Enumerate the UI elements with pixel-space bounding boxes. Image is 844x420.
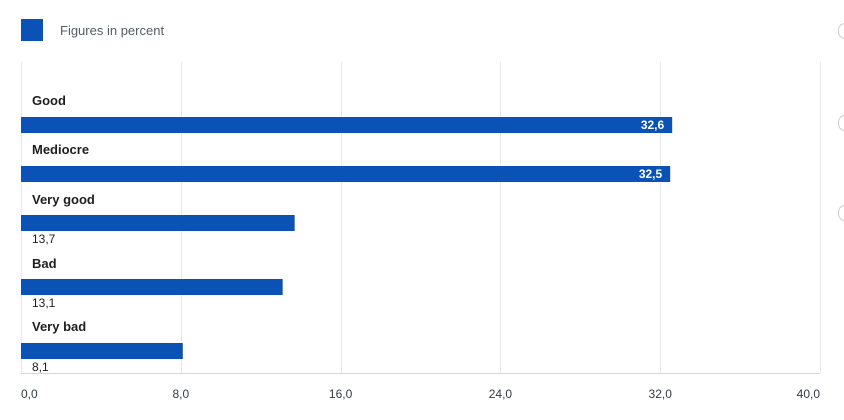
x-tick-label: 16,0 — [329, 387, 353, 401]
bar — [21, 215, 295, 231]
data-label: 8,1 — [32, 360, 49, 374]
x-tick-label: 8,0 — [172, 387, 189, 401]
bar — [21, 343, 183, 359]
legend-swatch — [21, 19, 43, 41]
x-tick-label: 0,0 — [21, 387, 38, 401]
side-tab-marker — [838, 115, 844, 131]
legend-label: Figures in percent — [60, 22, 165, 38]
x-tick-label: 24,0 — [489, 387, 513, 401]
bar — [21, 279, 283, 295]
category-label: Very bad — [32, 319, 86, 334]
x-tick-label: 32,0 — [649, 387, 673, 401]
data-label: 13,7 — [32, 232, 56, 246]
category-label: Bad — [32, 256, 57, 271]
x-tick-label: 40,0 — [797, 387, 821, 401]
side-tab-marker — [838, 205, 844, 221]
category-label: Very good — [32, 192, 95, 207]
data-label: 13,1 — [32, 296, 56, 310]
bar — [21, 117, 673, 133]
data-label: 32,6 — [641, 118, 665, 132]
side-tab-marker — [838, 23, 844, 39]
category-label: Mediocre — [32, 142, 89, 157]
bar — [21, 166, 671, 182]
data-label: 32,5 — [639, 167, 663, 181]
category-label: Good — [32, 93, 66, 108]
legend: Figures in percent — [21, 19, 164, 41]
